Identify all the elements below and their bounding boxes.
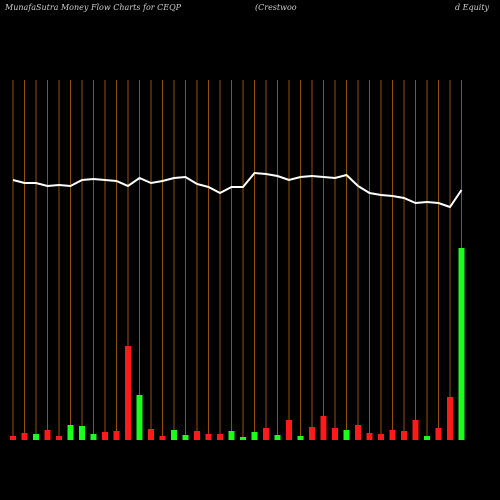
bar bbox=[125, 346, 131, 440]
bar bbox=[274, 435, 281, 440]
bar bbox=[113, 431, 120, 440]
bar bbox=[447, 397, 453, 440]
bar bbox=[90, 434, 97, 440]
bar bbox=[309, 427, 315, 440]
bar bbox=[355, 425, 361, 440]
bar bbox=[412, 420, 419, 440]
bar bbox=[56, 436, 62, 440]
bar bbox=[378, 434, 384, 440]
bar bbox=[251, 432, 258, 440]
bar bbox=[458, 248, 465, 440]
bar bbox=[10, 436, 16, 440]
bar bbox=[171, 430, 177, 440]
bar bbox=[44, 430, 51, 440]
bar bbox=[67, 425, 74, 440]
money-flow-line bbox=[12, 171, 463, 209]
bar bbox=[79, 426, 85, 440]
bar bbox=[401, 431, 407, 440]
bar bbox=[194, 431, 200, 440]
bar bbox=[159, 436, 166, 440]
bar bbox=[389, 430, 396, 440]
bar bbox=[366, 433, 373, 440]
chart-title: MunafaSutra Money Flow Charts for CEQP bbox=[4, 3, 182, 12]
chart-subtitle: d Equity bbox=[455, 3, 490, 12]
bar bbox=[240, 437, 246, 440]
bar bbox=[297, 436, 304, 440]
bar bbox=[148, 429, 154, 440]
bar bbox=[263, 428, 269, 440]
bar bbox=[102, 432, 108, 440]
bar bbox=[136, 395, 143, 440]
bar bbox=[332, 428, 338, 440]
bar bbox=[320, 416, 327, 440]
bar bbox=[205, 434, 212, 440]
bar bbox=[343, 430, 350, 440]
bar bbox=[424, 436, 430, 440]
bar bbox=[217, 434, 223, 440]
bar bbox=[435, 428, 442, 440]
bar bbox=[182, 435, 189, 440]
bar bbox=[33, 434, 39, 440]
bar bbox=[286, 420, 292, 440]
chart-subtitle: (Crestwoo bbox=[255, 3, 297, 12]
bar bbox=[21, 433, 28, 440]
bar bbox=[228, 431, 235, 440]
